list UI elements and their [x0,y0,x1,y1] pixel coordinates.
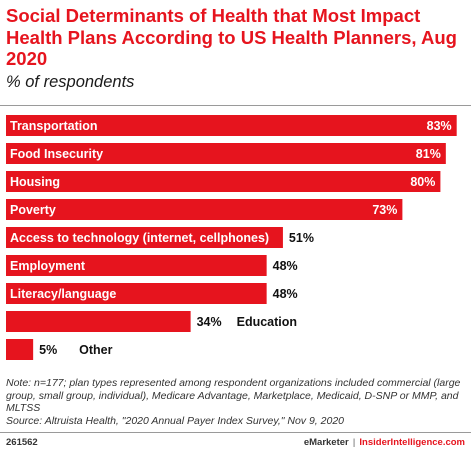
header-divider [0,105,471,106]
category-label-housing: Housing [10,175,60,189]
value-label-literacy-language: 48% [273,287,298,301]
bar-housing [6,171,441,192]
category-label-access-to-technology-internet-cellphones: Access to technology (internet, cellphon… [10,231,269,245]
value-label-other: 5% [39,343,57,357]
value-label-transportation: 83% [427,119,452,133]
bar-education [6,311,191,332]
category-label-education: Education [237,315,297,329]
chart-id: 261562 [6,437,38,448]
value-label-education: 34% [197,315,222,329]
chart-subtitle: % of respondents [6,73,135,91]
bar-employment [6,255,267,276]
bar-access-to-technology-internet-cellphones [6,227,283,248]
value-label-housing: 80% [410,175,435,189]
bar-chart: Transportation 83% Food Insecurity 81% Housi… [6,115,457,360]
bar-poverty [6,199,403,220]
bar-literacy-language [6,283,267,304]
category-label-transportation: Transportation [10,119,98,133]
source-text: Source: Altruista Health, "2020 Annual P… [6,414,345,427]
brand-separator: | [352,437,356,448]
chart-title: Social Determinants of Health that Most … [6,5,457,69]
category-label-other: Other [79,343,112,357]
chart-notes: Note: n=177; plan types represented amon… [6,377,468,427]
bar-food-insecurity [6,143,446,164]
note-text: Note: n=177; plan types represented amon… [6,377,461,414]
category-label-food-insecurity: Food Insecurity [10,147,103,161]
category-label-literacy-language: Literacy/language [10,287,116,301]
brand-insider-intelligence: InsiderIntelligence.com [359,437,465,448]
bar-transportation [6,115,457,136]
value-label-food-insecurity: 81% [416,147,441,161]
brand-emarketer: eMarketer [303,437,349,448]
brand-credit: eMarketer | InsiderIntelligence.com [304,437,465,448]
value-label-employment: 48% [273,259,298,273]
value-label-poverty: 73% [372,203,397,217]
category-label-poverty: Poverty [10,203,56,217]
category-label-employment: Employment [10,259,86,273]
footer-divider [0,432,471,433]
value-label-access-to-technology-internet-cellphones: 51% [289,231,314,245]
bar-other [6,339,34,360]
